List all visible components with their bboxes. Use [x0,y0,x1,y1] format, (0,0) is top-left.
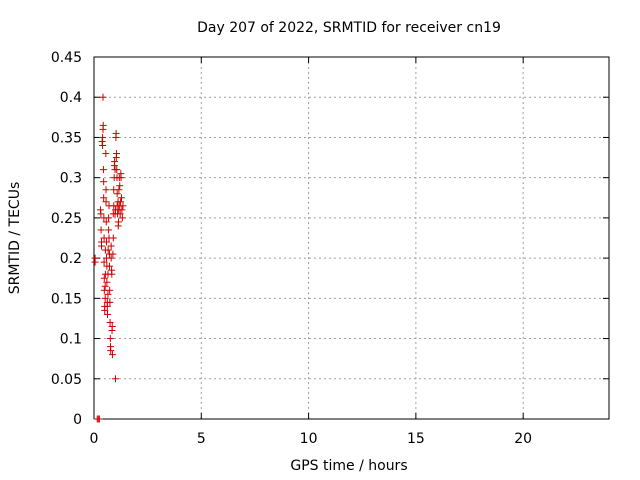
axis-ticks: 0 0.05 0.1 0.15 0.2 0.25 0.3 0.35 0.4 0.45 0 5 10 15 2… [51,50,609,447]
data-point [102,218,110,226]
data-point [115,186,123,194]
data-point [102,198,110,206]
data-point [104,246,112,254]
grid-lines [94,57,609,419]
data-point [113,166,121,174]
data-point [100,194,108,202]
data-point [107,347,115,355]
plot-frame [93,56,610,420]
y-tick-label: 0.35 [51,130,82,146]
y-tick-label: 0 [73,412,82,428]
x-tick-label: 15 [407,431,425,447]
chart-title: Day 207 of 2022, SRMTID for receiver cn1… [197,20,501,36]
data-point [113,190,121,198]
data-point [100,274,108,282]
data-point [101,294,109,302]
data-point [108,322,116,330]
data-point [102,150,110,158]
data-point [116,182,124,190]
y-tick-label: 0.45 [51,50,82,66]
data-point [117,198,125,206]
data-point [95,415,103,423]
data-point [106,335,114,343]
data-point [116,210,124,218]
data-point [104,290,112,298]
data-point [99,133,107,141]
data-point [109,250,117,258]
data-point [99,121,107,129]
data-point [107,254,115,262]
data-point [103,302,111,310]
x-tick-label: 5 [197,431,206,447]
data-point [106,286,114,294]
data-point [99,141,107,149]
data-point [113,150,121,158]
y-tick-label: 0.2 [60,251,82,267]
x-axis-title: GPS time / hours [290,458,407,474]
y-tick-label: 0.15 [51,291,82,307]
data-point [100,178,108,186]
data-point [100,258,108,266]
y-axis-title: SRMTID / TECUs [7,182,23,295]
data-point [101,306,109,314]
data-point [106,298,114,306]
y-tick-label: 0.1 [60,332,82,348]
y-tick-label: 0.4 [60,90,82,106]
data-point [91,258,99,266]
y-tick-label: 0.3 [60,171,82,187]
data-point [102,186,110,194]
data-point [99,166,107,174]
data-point [107,242,115,250]
data-point [111,375,119,383]
data-point [103,278,111,286]
data-point [117,194,125,202]
data-point [109,234,117,242]
y-tick-label: 0.25 [51,211,82,227]
data-points [91,93,127,423]
data-point [105,262,113,270]
x-tick-label: 20 [514,431,532,447]
data-point [112,129,120,137]
data-point [101,282,109,290]
x-tick-label: 0 [90,431,99,447]
data-point [108,351,116,359]
data-point [102,238,110,246]
data-point [97,226,105,234]
data-point [105,226,113,234]
data-point [105,214,113,222]
data-point [119,202,127,210]
data-point [97,210,105,218]
x-tick-label: 10 [300,431,318,447]
data-point [104,310,112,318]
data-point [111,158,119,166]
data-point [99,93,107,101]
data-point [98,242,106,250]
data-point [117,174,125,182]
data-point [114,218,122,226]
data-point [118,214,126,222]
y-tick-label: 0.05 [51,372,82,388]
data-point [118,206,126,214]
data-point [106,318,114,326]
data-point [108,270,116,278]
